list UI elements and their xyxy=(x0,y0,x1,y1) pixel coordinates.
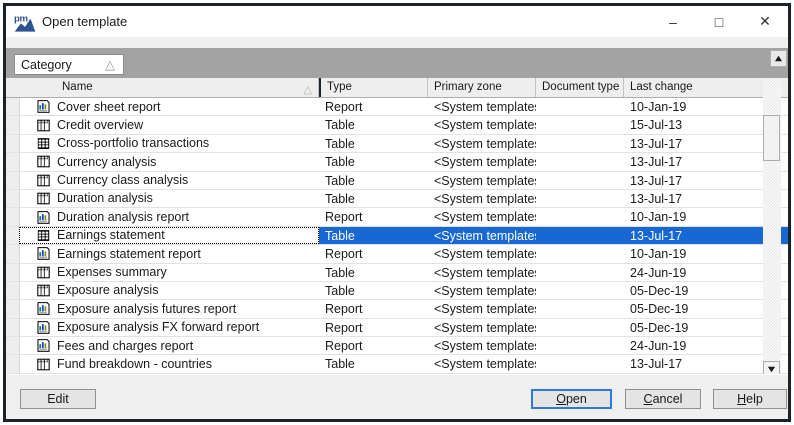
svg-text:pm: pm xyxy=(14,13,28,24)
